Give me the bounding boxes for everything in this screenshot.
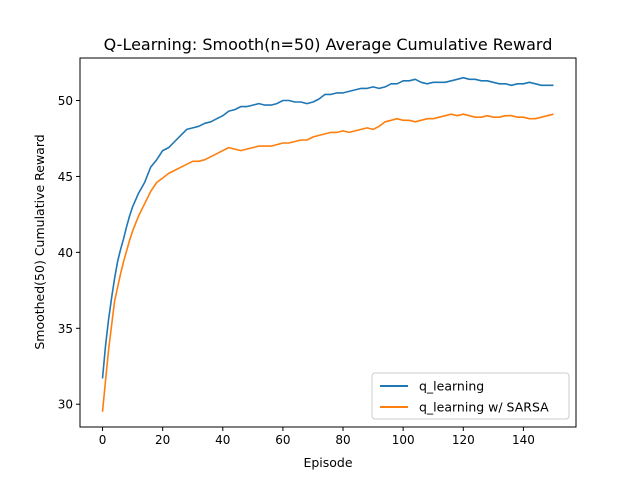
y-tick-label: 30	[58, 398, 73, 412]
x-axis: 0 20 40 60 80 100 120 140	[99, 427, 535, 447]
chart-title: Q-Learning: Smooth(n=50) Average Cumulat…	[104, 35, 553, 54]
legend-label: q_learning	[419, 379, 484, 394]
x-tick-label: 40	[215, 433, 230, 447]
series-line-q-learning-sarsa	[101, 113, 554, 412]
series-line-q-learning	[101, 76, 554, 379]
x-tick-label: 120	[452, 433, 475, 447]
x-tick-label: 20	[155, 433, 170, 447]
y-tick-label: 45	[58, 170, 73, 184]
y-tick-label: 40	[58, 246, 73, 260]
y-axis-label: Smoothed(50) Cumulative Reward	[32, 134, 47, 349]
x-tick-label: 60	[275, 433, 290, 447]
y-axis: 30 35 40 45 50	[58, 94, 80, 412]
x-tick-label: 0	[99, 433, 107, 447]
x-tick-label: 100	[392, 433, 415, 447]
x-tick-label: 140	[512, 433, 535, 447]
x-axis-label: Episode	[303, 455, 352, 470]
series-layer	[101, 76, 554, 412]
legend-label: q_learning w/ SARSA	[419, 400, 549, 415]
y-tick-label: 50	[58, 94, 73, 108]
plot-frame	[79, 57, 577, 428]
legend-frame	[371, 372, 570, 420]
y-tick-label: 35	[58, 322, 73, 336]
legend: q_learning q_learning w/ SARSA	[371, 372, 570, 420]
x-tick-label: 80	[335, 433, 350, 447]
